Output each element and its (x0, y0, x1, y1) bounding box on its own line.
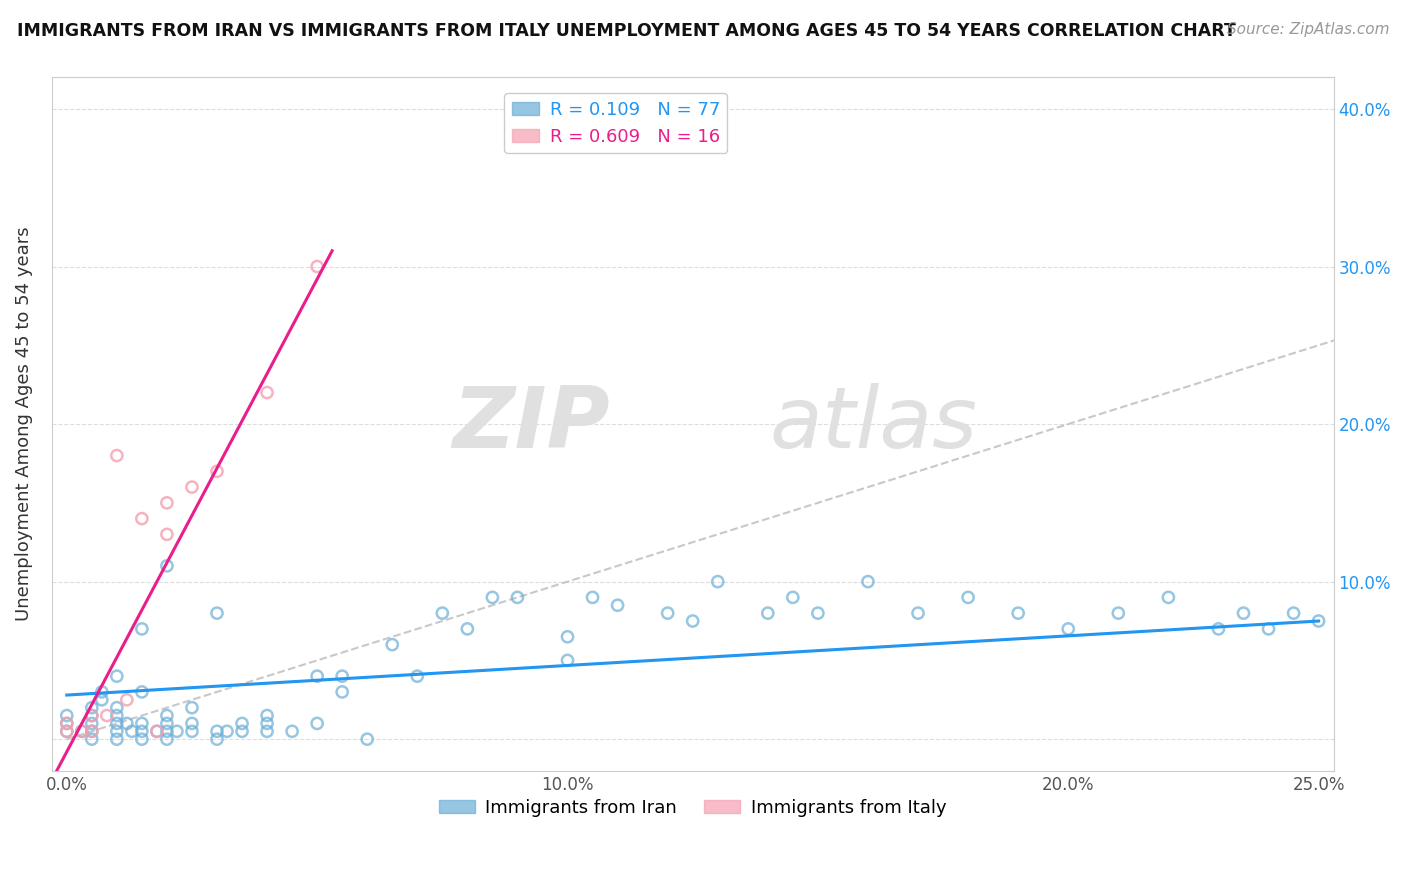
Point (80, 732, 103, 747)
Point (231, 724, 253, 739)
Point (756, 606, 779, 620)
Point (1007, 606, 1029, 620)
Point (205, 606, 228, 620)
Point (96, 708, 118, 723)
Point (1057, 622, 1080, 636)
Point (105, 700, 128, 714)
Point (330, 669, 353, 683)
Point (105, 716, 128, 731)
Point (131, 622, 153, 636)
Point (156, 558, 179, 573)
Text: Source: ZipAtlas.com: Source: ZipAtlas.com (1226, 22, 1389, 37)
Point (156, 724, 179, 739)
Point (205, 732, 228, 747)
Point (307, 669, 329, 683)
Point (557, 630, 579, 644)
Point (1157, 591, 1180, 605)
Point (205, 724, 228, 739)
Point (506, 591, 529, 605)
Point (1308, 614, 1330, 628)
Point (205, 464, 228, 478)
Point (456, 622, 478, 636)
Point (55, 724, 77, 739)
Point (557, 653, 579, 667)
Point (256, 385, 278, 400)
Point (105, 724, 128, 739)
Point (706, 574, 728, 589)
Point (856, 574, 879, 589)
Point (156, 716, 179, 731)
Point (481, 591, 503, 605)
Point (181, 724, 204, 739)
Point (156, 708, 179, 723)
Text: atlas: atlas (769, 383, 977, 466)
Point (115, 716, 138, 731)
Point (1232, 606, 1254, 620)
Point (356, 732, 378, 747)
Point (105, 669, 128, 683)
Point (181, 700, 204, 714)
Point (70, 724, 93, 739)
Point (146, 724, 169, 739)
Point (807, 606, 830, 620)
Point (55, 708, 77, 723)
Point (1208, 622, 1230, 636)
Point (156, 496, 179, 510)
Point (166, 724, 188, 739)
Point (55, 716, 77, 731)
Point (682, 614, 704, 628)
Y-axis label: Unemployment Among Ages 45 to 54 years: Unemployment Among Ages 45 to 54 years (15, 227, 32, 622)
Point (105, 732, 128, 747)
Point (105, 708, 128, 723)
Point (215, 724, 238, 739)
Point (1257, 622, 1279, 636)
Point (907, 606, 929, 620)
Point (80, 724, 103, 739)
Point (432, 606, 454, 620)
Point (307, 260, 329, 274)
Point (80, 708, 103, 723)
Point (80, 724, 103, 739)
Point (256, 708, 278, 723)
Point (330, 685, 353, 699)
Point (70, 724, 93, 739)
Text: IMMIGRANTS FROM IRAN VS IMMIGRANTS FROM ITALY UNEMPLOYMENT AMONG AGES 45 TO 54 Y: IMMIGRANTS FROM IRAN VS IMMIGRANTS FROM … (17, 22, 1236, 40)
Point (256, 716, 278, 731)
Point (156, 527, 179, 541)
Text: ZIP: ZIP (451, 383, 609, 466)
Point (55, 724, 77, 739)
Point (131, 724, 153, 739)
Point (1282, 606, 1305, 620)
Point (105, 449, 128, 463)
Point (406, 669, 429, 683)
Point (131, 511, 153, 525)
Point (80, 700, 103, 714)
Point (55, 716, 77, 731)
Point (121, 724, 143, 739)
Point (1107, 606, 1129, 620)
Point (782, 591, 804, 605)
Point (146, 724, 169, 739)
Point (156, 732, 179, 747)
Point (131, 732, 153, 747)
Point (80, 708, 103, 723)
Point (657, 606, 679, 620)
Point (256, 724, 278, 739)
Point (606, 599, 628, 613)
Point (90, 685, 112, 699)
Point (131, 685, 153, 699)
Point (181, 480, 204, 494)
Point (90, 693, 112, 707)
Point (231, 716, 253, 731)
Point (181, 716, 204, 731)
Legend: Immigrants from Iran, Immigrants from Italy: Immigrants from Iran, Immigrants from It… (432, 791, 955, 824)
Point (307, 716, 329, 731)
Point (80, 716, 103, 731)
Point (131, 716, 153, 731)
Point (957, 591, 980, 605)
Point (115, 693, 138, 707)
Point (581, 591, 603, 605)
Point (381, 638, 404, 652)
Point (281, 724, 304, 739)
